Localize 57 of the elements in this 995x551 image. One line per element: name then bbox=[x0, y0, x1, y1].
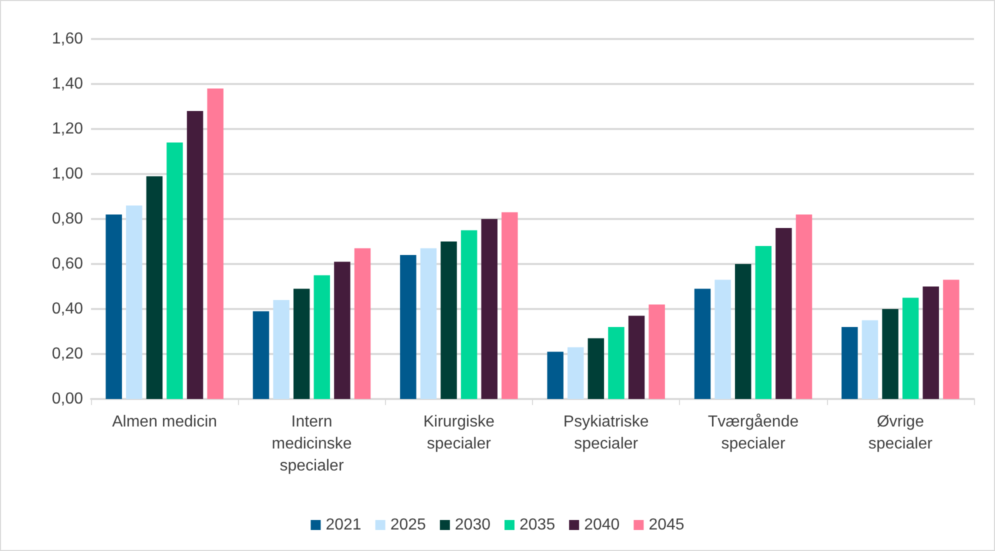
bar bbox=[694, 288, 711, 399]
bar bbox=[862, 320, 878, 399]
legend-label: 2040 bbox=[584, 516, 620, 534]
bar bbox=[207, 88, 224, 399]
bar bbox=[714, 280, 731, 399]
bar bbox=[734, 264, 752, 399]
legend-label: 2025 bbox=[390, 516, 426, 534]
bar bbox=[776, 228, 792, 399]
bar bbox=[293, 288, 310, 399]
x-tick-label: Tværgående specialer bbox=[708, 414, 799, 452]
y-tick-label: 0,40 bbox=[52, 300, 84, 318]
y-tick-label: 1,20 bbox=[52, 120, 84, 138]
bar bbox=[628, 316, 645, 399]
bar bbox=[460, 230, 478, 399]
bar bbox=[334, 262, 350, 399]
y-tick-label: 1,60 bbox=[52, 30, 84, 48]
bar bbox=[902, 298, 919, 399]
bar bbox=[106, 214, 122, 399]
bar bbox=[166, 142, 183, 399]
legend-label: 2030 bbox=[454, 516, 491, 534]
legend-label: 2021 bbox=[326, 516, 362, 534]
y-tick-label: 0,20 bbox=[52, 346, 84, 362]
y-tick-label: 0,00 bbox=[52, 390, 84, 408]
bar bbox=[252, 311, 270, 399]
bar bbox=[354, 248, 371, 399]
y-tick-label: 1,40 bbox=[52, 76, 84, 92]
bar bbox=[588, 338, 604, 399]
x-tick-label: Psykiatriske specialer bbox=[563, 414, 649, 452]
y-tick-label: 1,00 bbox=[52, 166, 84, 182]
x-tick-label: Almen medicin bbox=[112, 414, 218, 430]
bar bbox=[440, 242, 457, 399]
bar bbox=[882, 309, 898, 399]
bar bbox=[943, 280, 960, 399]
x-tick-label: Intern medicinske specialer bbox=[272, 414, 352, 474]
x-tick-label: Øvrige specialer bbox=[868, 414, 934, 452]
bar bbox=[146, 176, 163, 399]
bar bbox=[400, 255, 416, 399]
bar bbox=[547, 352, 564, 399]
bar bbox=[648, 304, 665, 399]
bar bbox=[186, 111, 204, 399]
bar bbox=[755, 246, 772, 399]
legend-label: 2045 bbox=[648, 516, 684, 534]
y-tick-label: 0,80 bbox=[52, 210, 84, 228]
bar bbox=[481, 219, 498, 399]
legend-label: 2035 bbox=[520, 516, 556, 534]
bar bbox=[842, 327, 858, 399]
bar bbox=[420, 248, 437, 399]
bar bbox=[922, 286, 939, 399]
bar bbox=[568, 347, 584, 399]
bar bbox=[796, 214, 812, 399]
bar bbox=[126, 206, 142, 399]
bar bbox=[273, 300, 290, 399]
bar bbox=[608, 327, 624, 399]
bar bbox=[502, 212, 518, 399]
y-tick-label: 0,60 bbox=[52, 256, 84, 272]
bar bbox=[314, 275, 330, 399]
x-tick-label: Kirurgiske specialer bbox=[423, 414, 495, 452]
